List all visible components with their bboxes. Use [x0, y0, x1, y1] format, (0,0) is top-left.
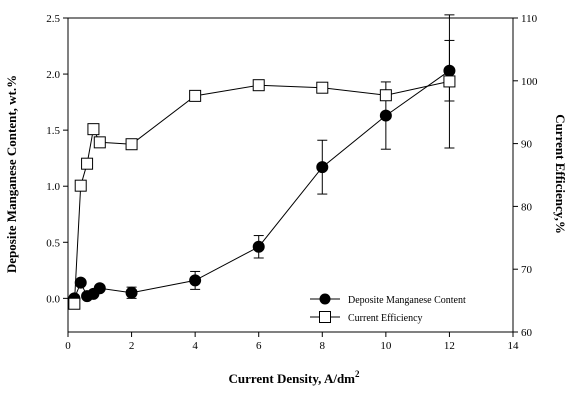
legend-marker-circle	[319, 293, 331, 305]
data-point-manganese	[443, 64, 456, 77]
data-point-efficiency	[379, 89, 392, 102]
plot-frame	[67, 17, 514, 333]
x-axis-title-superscript: 2	[355, 369, 360, 379]
data-point-efficiency	[74, 179, 87, 192]
y-left-tick-label: 2.0	[46, 69, 60, 81]
data-point-efficiency	[316, 81, 329, 94]
data-point-efficiency	[87, 123, 100, 136]
y-axis-left-title: Deposite Manganese Content, wt.%	[4, 75, 19, 273]
x-tick-label: 12	[444, 340, 455, 352]
x-tick-label: 10	[380, 340, 392, 352]
data-point-efficiency	[81, 157, 94, 170]
y-axis-right-title: Current Efficiency,%	[553, 114, 568, 234]
y-right-tick-label: 100	[521, 76, 538, 88]
x-tick-label: 0	[65, 340, 71, 352]
axes-group: 0 2 4 6 8 10 12 14 0.0 0.5 1.0 1.5 2.0 2.5 60 70 80 90 100…	[46, 13, 538, 352]
series-lines-group	[73, 70, 450, 304]
x-axis-title: Current Density, A/dm2	[228, 369, 360, 386]
x-tick-label: 4	[192, 340, 198, 352]
data-point-efficiency	[189, 89, 202, 102]
data-point-efficiency	[443, 75, 456, 88]
y-left-tick-label: 1.5	[46, 125, 60, 137]
data-point-efficiency	[252, 79, 265, 92]
y-left-tick-label: 0.0	[46, 293, 60, 305]
y-right-tick-label: 90	[521, 139, 533, 151]
y-right-tick-label: 80	[521, 201, 533, 213]
data-point-efficiency	[93, 136, 106, 149]
data-point-efficiency	[68, 297, 81, 310]
y-left-tick-label: 0.5	[46, 237, 60, 249]
series-line-1	[73, 70, 450, 299]
data-point-manganese	[189, 274, 202, 287]
data-point-manganese	[252, 240, 265, 253]
data-point-manganese	[316, 161, 329, 174]
x-tick-label: 8	[320, 340, 326, 352]
data-point-manganese	[93, 282, 106, 295]
data-point-manganese	[74, 276, 87, 289]
y-right-tick-label: 60	[521, 327, 533, 339]
y-right-tick-label: 70	[521, 264, 533, 276]
legend-label-2: Current Efficiency	[348, 313, 423, 324]
y-right-tick-label: 110	[521, 13, 538, 25]
data-point-manganese	[125, 286, 138, 299]
data-point-manganese	[379, 109, 392, 122]
x-tick-label: 2	[129, 340, 135, 352]
markers-group	[68, 64, 456, 310]
x-tick-label: 6	[256, 340, 262, 352]
x-axis-title-text: Current Density, A/dm	[228, 371, 355, 386]
series-line-2	[73, 80, 450, 304]
y-left-tick-label: 1.0	[46, 181, 60, 193]
data-point-efficiency	[125, 138, 138, 151]
error-bars-group	[126, 14, 455, 299]
x-tick-label: 14	[508, 340, 520, 352]
y-left-tick-label: 2.5	[46, 13, 60, 25]
legend: Deposite Manganese Content Current Effici…	[310, 293, 466, 324]
legend-label-1: Deposite Manganese Content	[348, 295, 466, 306]
legend-marker-square	[319, 311, 331, 323]
